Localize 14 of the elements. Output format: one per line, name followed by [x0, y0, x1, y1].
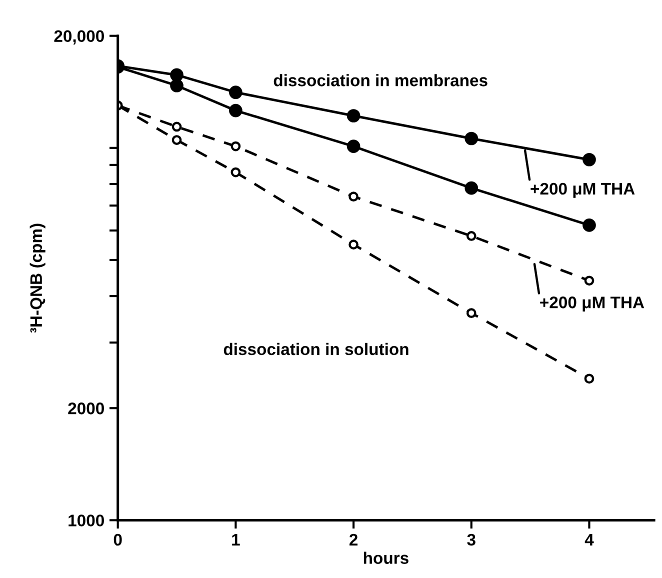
y-tick-label: 2000 — [68, 402, 104, 414]
x-tick-label: 0 — [114, 534, 122, 546]
annotation: +200 μM THA — [530, 182, 635, 198]
x-tick-label: 4 — [584, 534, 594, 546]
y-axis-title: ³H-QNB (cpm) — [30, 224, 46, 333]
annotation: +200 μM THA — [540, 296, 644, 312]
x-tick-label: 3 — [467, 534, 476, 546]
x-tick-label: 2 — [349, 534, 358, 546]
x-axis-title: hours — [364, 552, 408, 564]
y-tick-label: 1000 — [68, 514, 104, 526]
y-tick-label: 20,000 — [54, 30, 104, 44]
annotation: dissociation in solution — [224, 342, 408, 356]
x-tick-label: 1 — [232, 534, 240, 546]
annotation: dissociation in membranes — [274, 74, 488, 86]
